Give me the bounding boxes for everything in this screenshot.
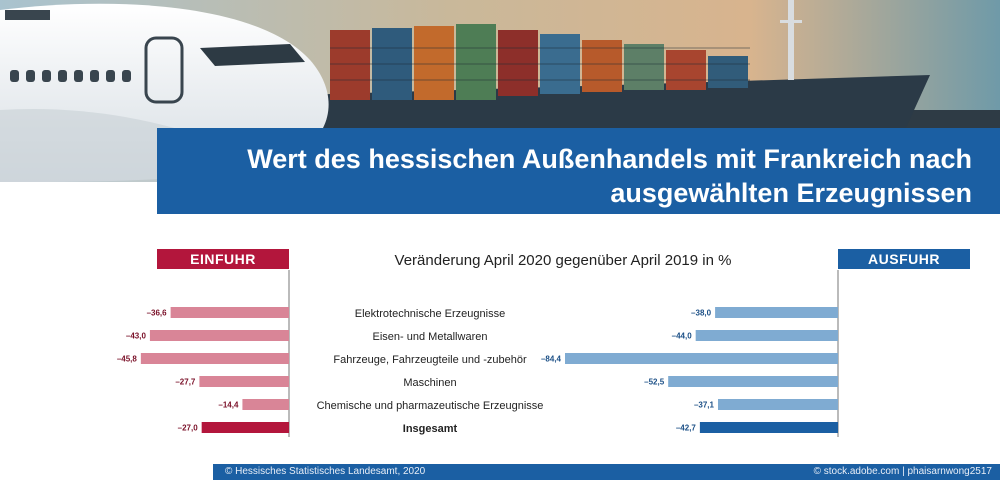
export-bar <box>695 330 838 341</box>
title-line-2: ausgewählten Erzeugnissen <box>610 178 972 208</box>
import-value-label: –43,0 <box>126 332 147 341</box>
category-label: Chemische und pharmazeutische Erzeugniss… <box>317 400 544 412</box>
export-bar <box>715 307 838 318</box>
category-label: Maschinen <box>403 377 456 389</box>
export-bar <box>565 353 838 364</box>
import-bar <box>140 353 289 364</box>
image-credit: © stock.adobe.com | phaisarnwong2517 <box>813 466 992 477</box>
category-label: Insgesamt <box>403 423 458 435</box>
export-bar <box>717 399 838 410</box>
import-bar <box>242 399 289 410</box>
category-label: Eisen- und Metallwaren <box>373 331 488 343</box>
import-bar <box>199 376 289 387</box>
footer-bar: © Hessisches Statistisches Landesamt, 20… <box>213 464 1000 480</box>
export-value-label: –44,0 <box>672 332 693 341</box>
export-value-label: –84,4 <box>541 355 562 364</box>
export-header: AUSFUHR <box>838 249 970 269</box>
import-value-label: –27,0 <box>178 424 199 433</box>
export-value-label: –42,7 <box>676 424 697 433</box>
import-bar <box>201 422 289 433</box>
import-bar <box>149 330 289 341</box>
title-line-1: Wert des hessischen Außenhandels mit Fra… <box>247 144 972 174</box>
page-title: Wert des hessischen Außenhandels mit Fra… <box>157 128 1000 214</box>
export-bar <box>699 422 838 433</box>
import-value-label: –45,8 <box>117 355 138 364</box>
import-header: EINFUHR <box>157 249 289 269</box>
export-value-label: –37,1 <box>694 401 715 410</box>
copyright-text: © Hessisches Statistisches Landesamt, 20… <box>225 466 426 477</box>
category-label: Fahrzeuge, Fahrzeugteile und -zubehör <box>333 354 527 366</box>
export-value-label: –52,5 <box>644 378 665 387</box>
export-value-label: –38,0 <box>691 309 712 318</box>
bar-chart: –36,6 –38,0 Elektrotechnische Erzeugnisse –… <box>117 270 839 437</box>
export-bar <box>668 376 838 387</box>
category-label: Elektrotechnische Erzeugnisse <box>355 308 505 320</box>
chart-subtitle: Veränderung April 2020 gegenüber April 2… <box>394 252 732 269</box>
import-value-label: –14,4 <box>218 401 239 410</box>
import-bar <box>170 307 289 318</box>
import-value-label: –36,6 <box>147 309 168 318</box>
import-value-label: –27,7 <box>175 378 196 387</box>
